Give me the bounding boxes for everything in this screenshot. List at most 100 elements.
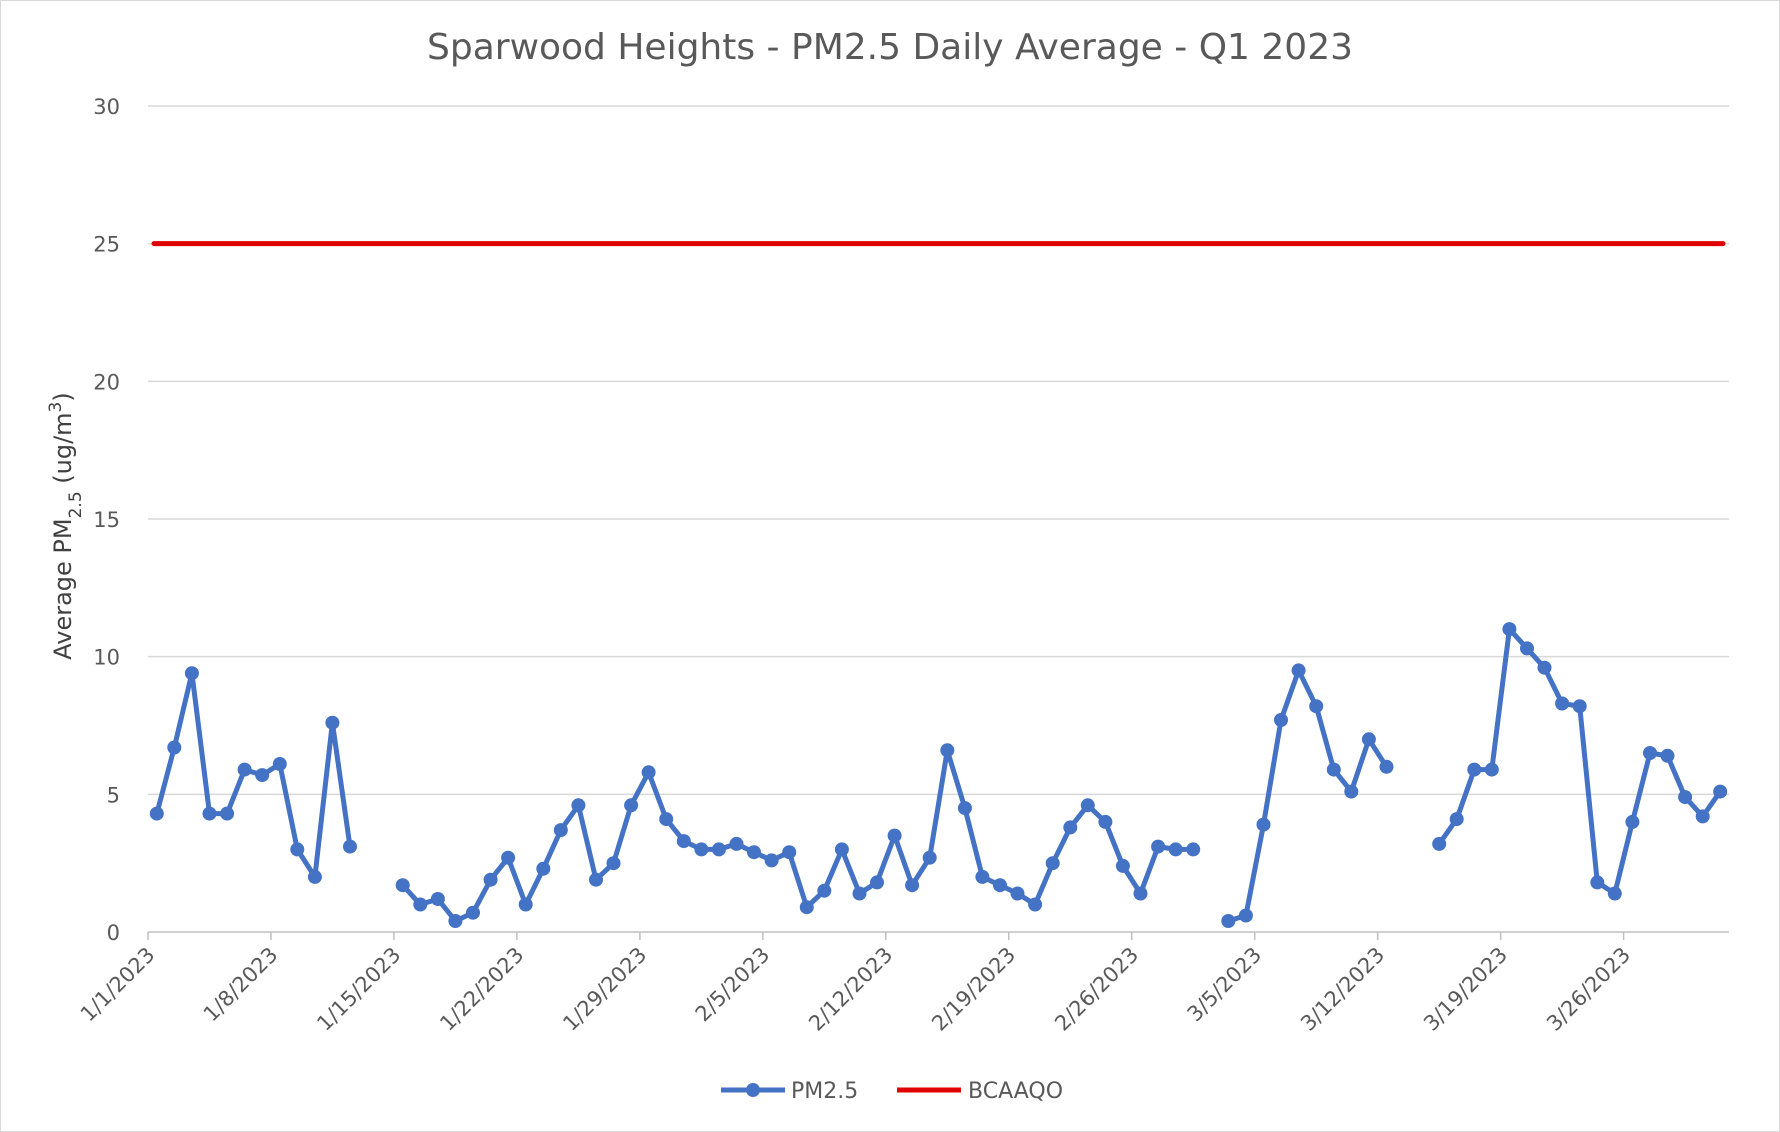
data-point-pm25 [1238,908,1253,923]
data-point-pm25 [1520,641,1534,656]
data-point-pm25 [624,798,639,813]
data-point-pm25 [887,828,902,843]
data-point-pm25 [659,812,674,827]
data-point-pm25 [272,757,287,771]
chart-title: Sparwood Heights - PM2.5 Daily Average -… [427,27,1353,68]
data-point-pm25 [957,801,972,816]
data-point-pm25 [799,900,814,915]
x-tick-label: 2/26/2023 [1050,943,1143,1036]
y-axis-label: Average PM2.5 (ug/m3) [46,392,86,660]
data-point-pm25 [993,878,1007,893]
series-line-pm25-segment-0 [154,670,353,880]
data-point-pm25 [1028,897,1043,912]
data-point-pm25 [1168,842,1183,857]
legend-item-pm25: PM2.5 [721,1079,858,1104]
data-point-pm25 [395,878,410,893]
data-point-pm25 [922,850,937,865]
data-point-pm25 [1432,836,1447,851]
x-tick-label: 3/26/2023 [1542,943,1635,1036]
data-point-pm25 [536,861,551,876]
x-tick-label: 1/8/2023 [199,943,283,1027]
y-tick-label: 10 [93,646,120,670]
data-point-pm25 [711,842,726,857]
data-point-pm25 [1115,858,1130,873]
data-point-pm25 [1607,886,1622,901]
x-tick-label: 2/12/2023 [804,943,897,1036]
data-point-pm25 [1309,699,1324,714]
data-point-pm25 [184,666,199,681]
x-tick-label: 3/12/2023 [1296,943,1389,1036]
data-point-pm25 [1643,746,1657,760]
data-point-pm25 [1695,809,1710,824]
data-point-pm25 [1063,820,1078,835]
x-axis: 1/1/2023 1/8/2023 1/15/2023 1/22/2023 1/29/2… [76,931,1729,1036]
data-point-pm25 [1590,875,1605,890]
data-point-pm25 [343,839,357,854]
data-point-pm25 [852,886,867,901]
data-point-pm25 [676,834,691,849]
data-point-pm25 [589,872,603,887]
data-point-pm25 [1221,914,1236,928]
data-point-pm25 [1010,886,1025,901]
data-point-pm25 [1133,886,1148,901]
data-point-pm25 [1045,856,1060,871]
x-tick-label: 2/19/2023 [927,943,1020,1036]
data-point-pm25 [501,850,516,865]
data-point-pm25 [571,798,586,813]
y-tick-label: 5 [107,783,120,807]
data-point-pm25 [747,845,761,860]
data-point-pm25 [1678,790,1693,805]
data-point-pm25 [1274,713,1288,727]
x-tick-label: 2/5/2023 [691,943,775,1027]
data-point-pm25 [729,836,744,851]
data-point-pm25 [167,740,182,755]
series-line-pm25-segment-1 [400,747,1194,924]
data-point-pm25 [1449,812,1464,827]
data-point-pm25 [834,842,849,857]
y-tick-label: 0 [107,921,120,945]
data-point-pm25 [1151,839,1166,854]
data-point-pm25 [1502,622,1517,637]
data-point-pm25 [975,869,990,884]
data-point-pm25 [641,765,656,780]
data-point-pm25 [905,878,920,893]
data-point-pm25 [1186,842,1201,857]
data-point-pm25 [606,856,621,871]
data-point-pm25 [1098,814,1113,829]
y-tick-label: 30 [93,95,120,119]
data-point-pm25 [518,897,533,912]
data-point-pm25 [1660,748,1675,763]
data-point-pm25 [1326,762,1341,777]
x-tick-label: 1/1/2023 [76,943,160,1027]
legend-item-bcaaqo: BCAAQO [897,1079,1063,1104]
data-point-pm25 [553,823,568,838]
y-axis-tick-labels: 0 5 10 15 20 25 30 [93,95,120,945]
data-point-pm25 [325,715,340,730]
data-point-pm25 [483,872,498,887]
data-point-pm25 [1080,798,1095,813]
data-point-pm25 [220,806,235,821]
data-point-pm25 [466,905,480,920]
series-line-pm25-segment-2 [1227,667,1389,924]
data-point-pm25 [202,806,217,821]
data-point-pm25 [1361,732,1376,747]
data-point-pm25 [1555,696,1570,711]
data-point-pm25 [764,853,779,868]
data-point-pm25 [430,892,445,906]
data-point-pm25 [1467,762,1482,777]
data-point-pm25 [1537,660,1552,675]
data-point-pm25 [694,842,709,857]
data-point-pm25 [448,914,463,928]
data-point-pm25 [1256,817,1271,832]
data-point-pm25 [782,845,797,860]
series-layer [149,241,1728,928]
data-point-pm25 [817,883,832,898]
data-point-pm25 [307,869,322,884]
series-line-pm25-segment-3 [1437,626,1723,896]
data-point-pm25 [940,743,955,758]
data-point-pm25 [1713,784,1728,799]
x-tick-label: 1/22/2023 [435,943,528,1036]
y-tick-label: 25 [93,233,120,257]
legend: PM2.5 BCAAQO [721,1079,1063,1104]
y-tick-label: 20 [93,370,120,394]
